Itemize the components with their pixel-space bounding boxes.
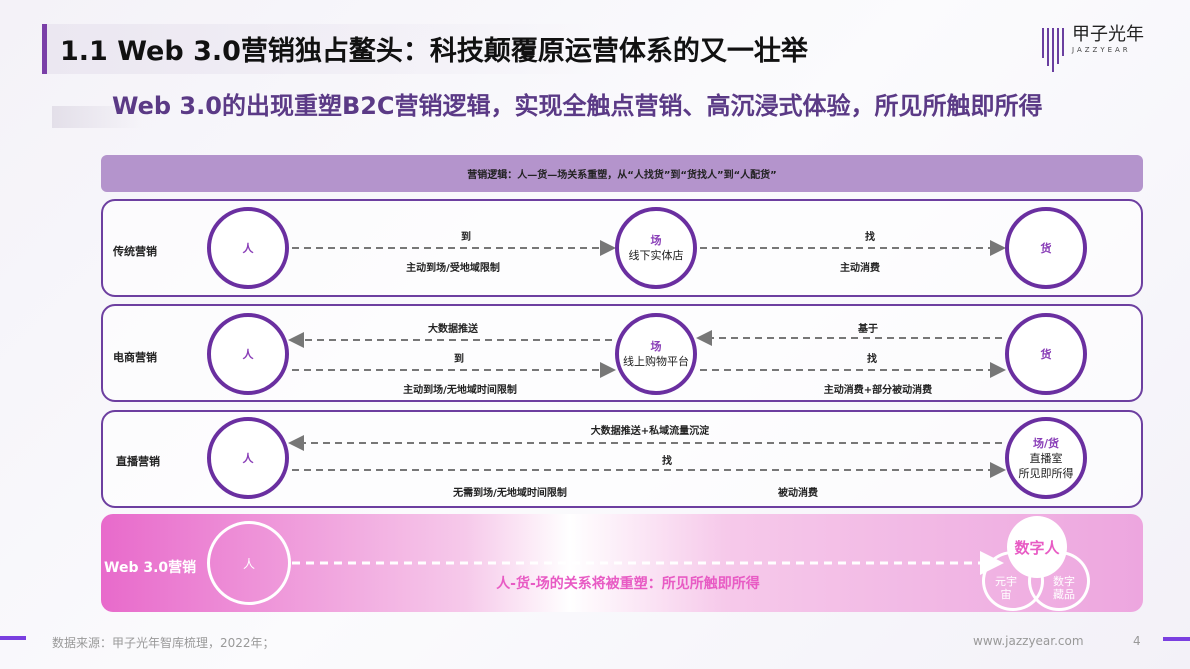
marketing-logic-banner: 营销逻辑：人—货—场关系重塑，从“人找货”到“货找人”到“人配货”	[101, 155, 1143, 192]
node-goods: 货	[1005, 207, 1087, 289]
arrow-label: 无需到场/无地域时间限制	[453, 488, 567, 499]
page-subtitle: Web 3.0的出现重塑B2C营销逻辑，实现全触点营销、高沉浸式体验，所见所触即…	[112, 92, 1043, 120]
arrow-label: 被动消费	[778, 488, 818, 499]
arrow-label: 主动消费	[840, 263, 880, 274]
logo: 甲子光年 JAZZYEAR	[1040, 24, 1144, 72]
node-place-goods: 场/货 直播室 所见即所得	[1005, 417, 1087, 499]
row-label: 传统营销	[113, 245, 157, 258]
node-place: 场线下实体店	[615, 207, 697, 289]
node-goods: 货	[1005, 313, 1087, 395]
node-person: 人	[207, 417, 289, 499]
footer-accent	[1163, 637, 1190, 641]
logo-name: 甲子光年	[1072, 24, 1144, 45]
arrow-label: 基于	[858, 324, 878, 335]
title-accent-bar	[42, 24, 602, 74]
arrow-label: 找	[662, 456, 672, 467]
row-label: 直播营销	[116, 455, 160, 468]
arrow-label: 大数据推送+私域流量沉淀	[590, 426, 710, 437]
row-label: Web 3.0营销	[104, 560, 197, 576]
arrow-label: 大数据推送	[428, 324, 478, 335]
page-number: 4	[1133, 634, 1141, 648]
web3-caption: 人-货-场的关系将被重塑：所见所触即所得	[496, 576, 760, 592]
logo-sub: JAZZYEAR	[1072, 46, 1131, 54]
arrow-label: 到	[461, 232, 471, 243]
arrow-label: 主动消费+部分被动消费	[823, 385, 933, 396]
digital-human-circle: 数字人	[1007, 516, 1067, 578]
logo-mark-icon	[1040, 24, 1066, 72]
arrow-label: 找	[867, 354, 877, 365]
arrow-label: 到	[454, 354, 464, 365]
row-label: 电商营销	[113, 351, 157, 364]
node-person: 人	[207, 313, 289, 395]
subtitle-decoration	[52, 106, 142, 128]
footer-accent	[0, 636, 26, 640]
arrow-label: 找	[865, 232, 875, 243]
node-person: 人	[207, 521, 291, 605]
arrow-label: 主动到场/无地域时间限制	[403, 385, 517, 396]
node-person: 人	[207, 207, 289, 289]
source-note: 数据来源：甲子光年智库梳理，2022年；	[52, 636, 275, 650]
node-place: 场线上购物平台	[615, 313, 697, 395]
footer-url[interactable]: www.jazzyear.com	[973, 634, 1084, 648]
page-title: 1.1 Web 3.0营销独占鳌头：科技颠覆原运营体系的又一壮举	[60, 36, 808, 67]
arrow-label: 主动到场/受地域限制	[406, 263, 500, 274]
